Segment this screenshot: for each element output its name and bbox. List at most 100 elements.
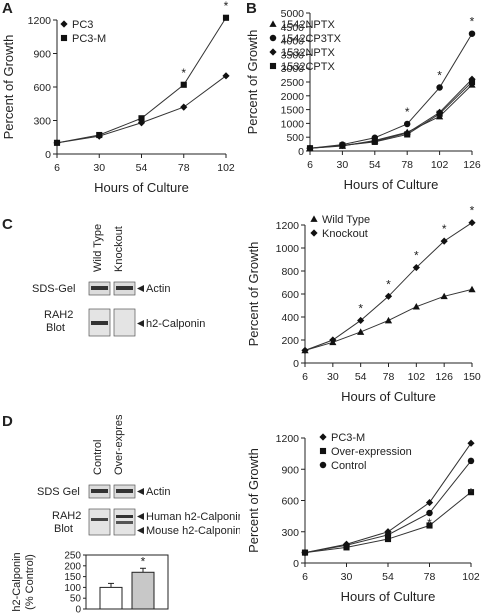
data-point	[138, 115, 145, 122]
legend-label: 1532NPTX	[281, 47, 335, 59]
y-axis-label: Percent of Growth	[1, 35, 16, 140]
blot-band	[91, 321, 108, 325]
blot-lane-label: Over-expression	[113, 415, 125, 475]
data-point	[468, 30, 476, 37]
data-point	[384, 531, 392, 539]
x-tick-label: 150	[463, 371, 481, 383]
blot-row-label: RAH2	[44, 309, 73, 321]
data-point	[269, 20, 277, 27]
x-tick-label: 30	[337, 159, 349, 171]
significance-marker: *	[437, 69, 442, 83]
series-line	[309, 81, 473, 149]
y-tick-label: 100	[64, 583, 81, 594]
x-tick-label: 30	[341, 571, 353, 583]
y-tick-label: 2500	[281, 77, 305, 89]
y-tick-label: 900	[281, 464, 299, 476]
x-axis-label: Hours of Culture	[341, 389, 436, 404]
y-tick-label: 300	[281, 527, 299, 539]
blot-row-label: Blot	[46, 322, 65, 334]
y-tick-label: 50	[70, 594, 82, 605]
data-point	[222, 14, 230, 21]
significance-marker: *	[386, 277, 391, 291]
y-tick-label: 3000	[281, 63, 305, 75]
y-tick-label: 150	[64, 572, 81, 583]
arrow-icon	[137, 513, 144, 520]
y-tick-label: 500	[286, 132, 304, 144]
blot-band	[116, 286, 133, 290]
x-tick-label: 54	[136, 162, 148, 174]
data-point	[403, 120, 411, 128]
data-point	[468, 219, 476, 227]
bar	[99, 586, 123, 610]
legend-label: 1532CPTX	[281, 61, 335, 73]
y-axis-label: Percent of Growth	[246, 448, 261, 553]
y-tick-label: 2000	[281, 91, 305, 103]
series-group	[53, 14, 230, 146]
significance-marker: *	[427, 516, 432, 530]
y-tick-label: 1500	[281, 105, 305, 117]
legend-label: 1542NPTX	[281, 19, 335, 31]
panel-label-d: D	[2, 413, 13, 430]
data-point	[319, 433, 327, 441]
blot-marker-label: Mouse h2-Calponin	[146, 525, 240, 537]
y-tick-label: 4500	[281, 22, 305, 34]
data-point	[306, 145, 314, 152]
data-point	[319, 461, 327, 469]
blot-band	[91, 286, 108, 290]
legend-label: Control	[331, 460, 366, 472]
y-tick-label: 1200	[28, 15, 52, 27]
y-tick-label: 5000	[281, 8, 305, 20]
x-tick-label: 102	[431, 159, 449, 171]
data-point	[180, 81, 187, 88]
y-tick-label: 600	[281, 496, 299, 508]
data-point	[310, 215, 318, 222]
y-tick-label: 200	[64, 561, 81, 572]
data-point	[440, 292, 448, 300]
bar	[131, 571, 155, 610]
chart-panel-a: 0 300 600 900 1200 6 30 54 78 102 Hours of Culture…	[1, 0, 235, 195]
data-point	[467, 439, 475, 447]
blot-lane-label: Control	[92, 440, 104, 475]
significance-marker: *	[469, 486, 474, 500]
y-axis-label: (% Control)	[24, 554, 36, 610]
x-axis-label: Hours of Culture	[94, 180, 189, 195]
x-tick-label: 6	[307, 159, 313, 171]
data-point	[468, 78, 476, 86]
x-tick-label: 30	[93, 162, 105, 174]
y-tick-label: 1200	[276, 220, 300, 232]
x-tick-label: 30	[327, 371, 339, 383]
series-line	[56, 75, 227, 144]
data-point	[339, 142, 346, 149]
y-tick-label: 3500	[281, 49, 305, 61]
y-tick-label: 200	[281, 335, 299, 347]
blot-row-label: SDS Gel	[37, 486, 80, 498]
series-group	[301, 489, 475, 556]
x-tick-label: 102	[217, 162, 235, 174]
significance-marker: *	[405, 105, 410, 119]
blot-band	[91, 489, 108, 493]
legend-label: PC3-M	[72, 33, 106, 45]
x-tick-label: 126	[463, 159, 481, 171]
x-tick-label: 6	[302, 371, 308, 383]
data-point	[357, 328, 365, 335]
x-axis-label: Hours of Culture	[344, 177, 439, 192]
data-point	[269, 62, 277, 70]
data-point	[180, 103, 188, 111]
blot-band	[91, 518, 108, 521]
data-point	[436, 84, 443, 91]
significance-marker: *	[414, 249, 419, 263]
data-point	[269, 34, 277, 42]
data-point	[310, 229, 318, 237]
data-point	[436, 110, 443, 117]
plot-frame	[85, 554, 169, 610]
data-point	[301, 549, 309, 556]
x-tick-label: 6	[302, 571, 308, 583]
x-axis-label: Hours of Culture	[341, 589, 436, 604]
panel-label-b: B	[246, 0, 257, 17]
legend-label: 1542CP3TX	[281, 33, 342, 45]
y-tick-label: 4000	[281, 36, 305, 48]
data-point	[468, 285, 476, 293]
significance-marker: *	[470, 205, 475, 218]
significance-marker: *	[141, 554, 146, 568]
data-point	[384, 535, 392, 543]
